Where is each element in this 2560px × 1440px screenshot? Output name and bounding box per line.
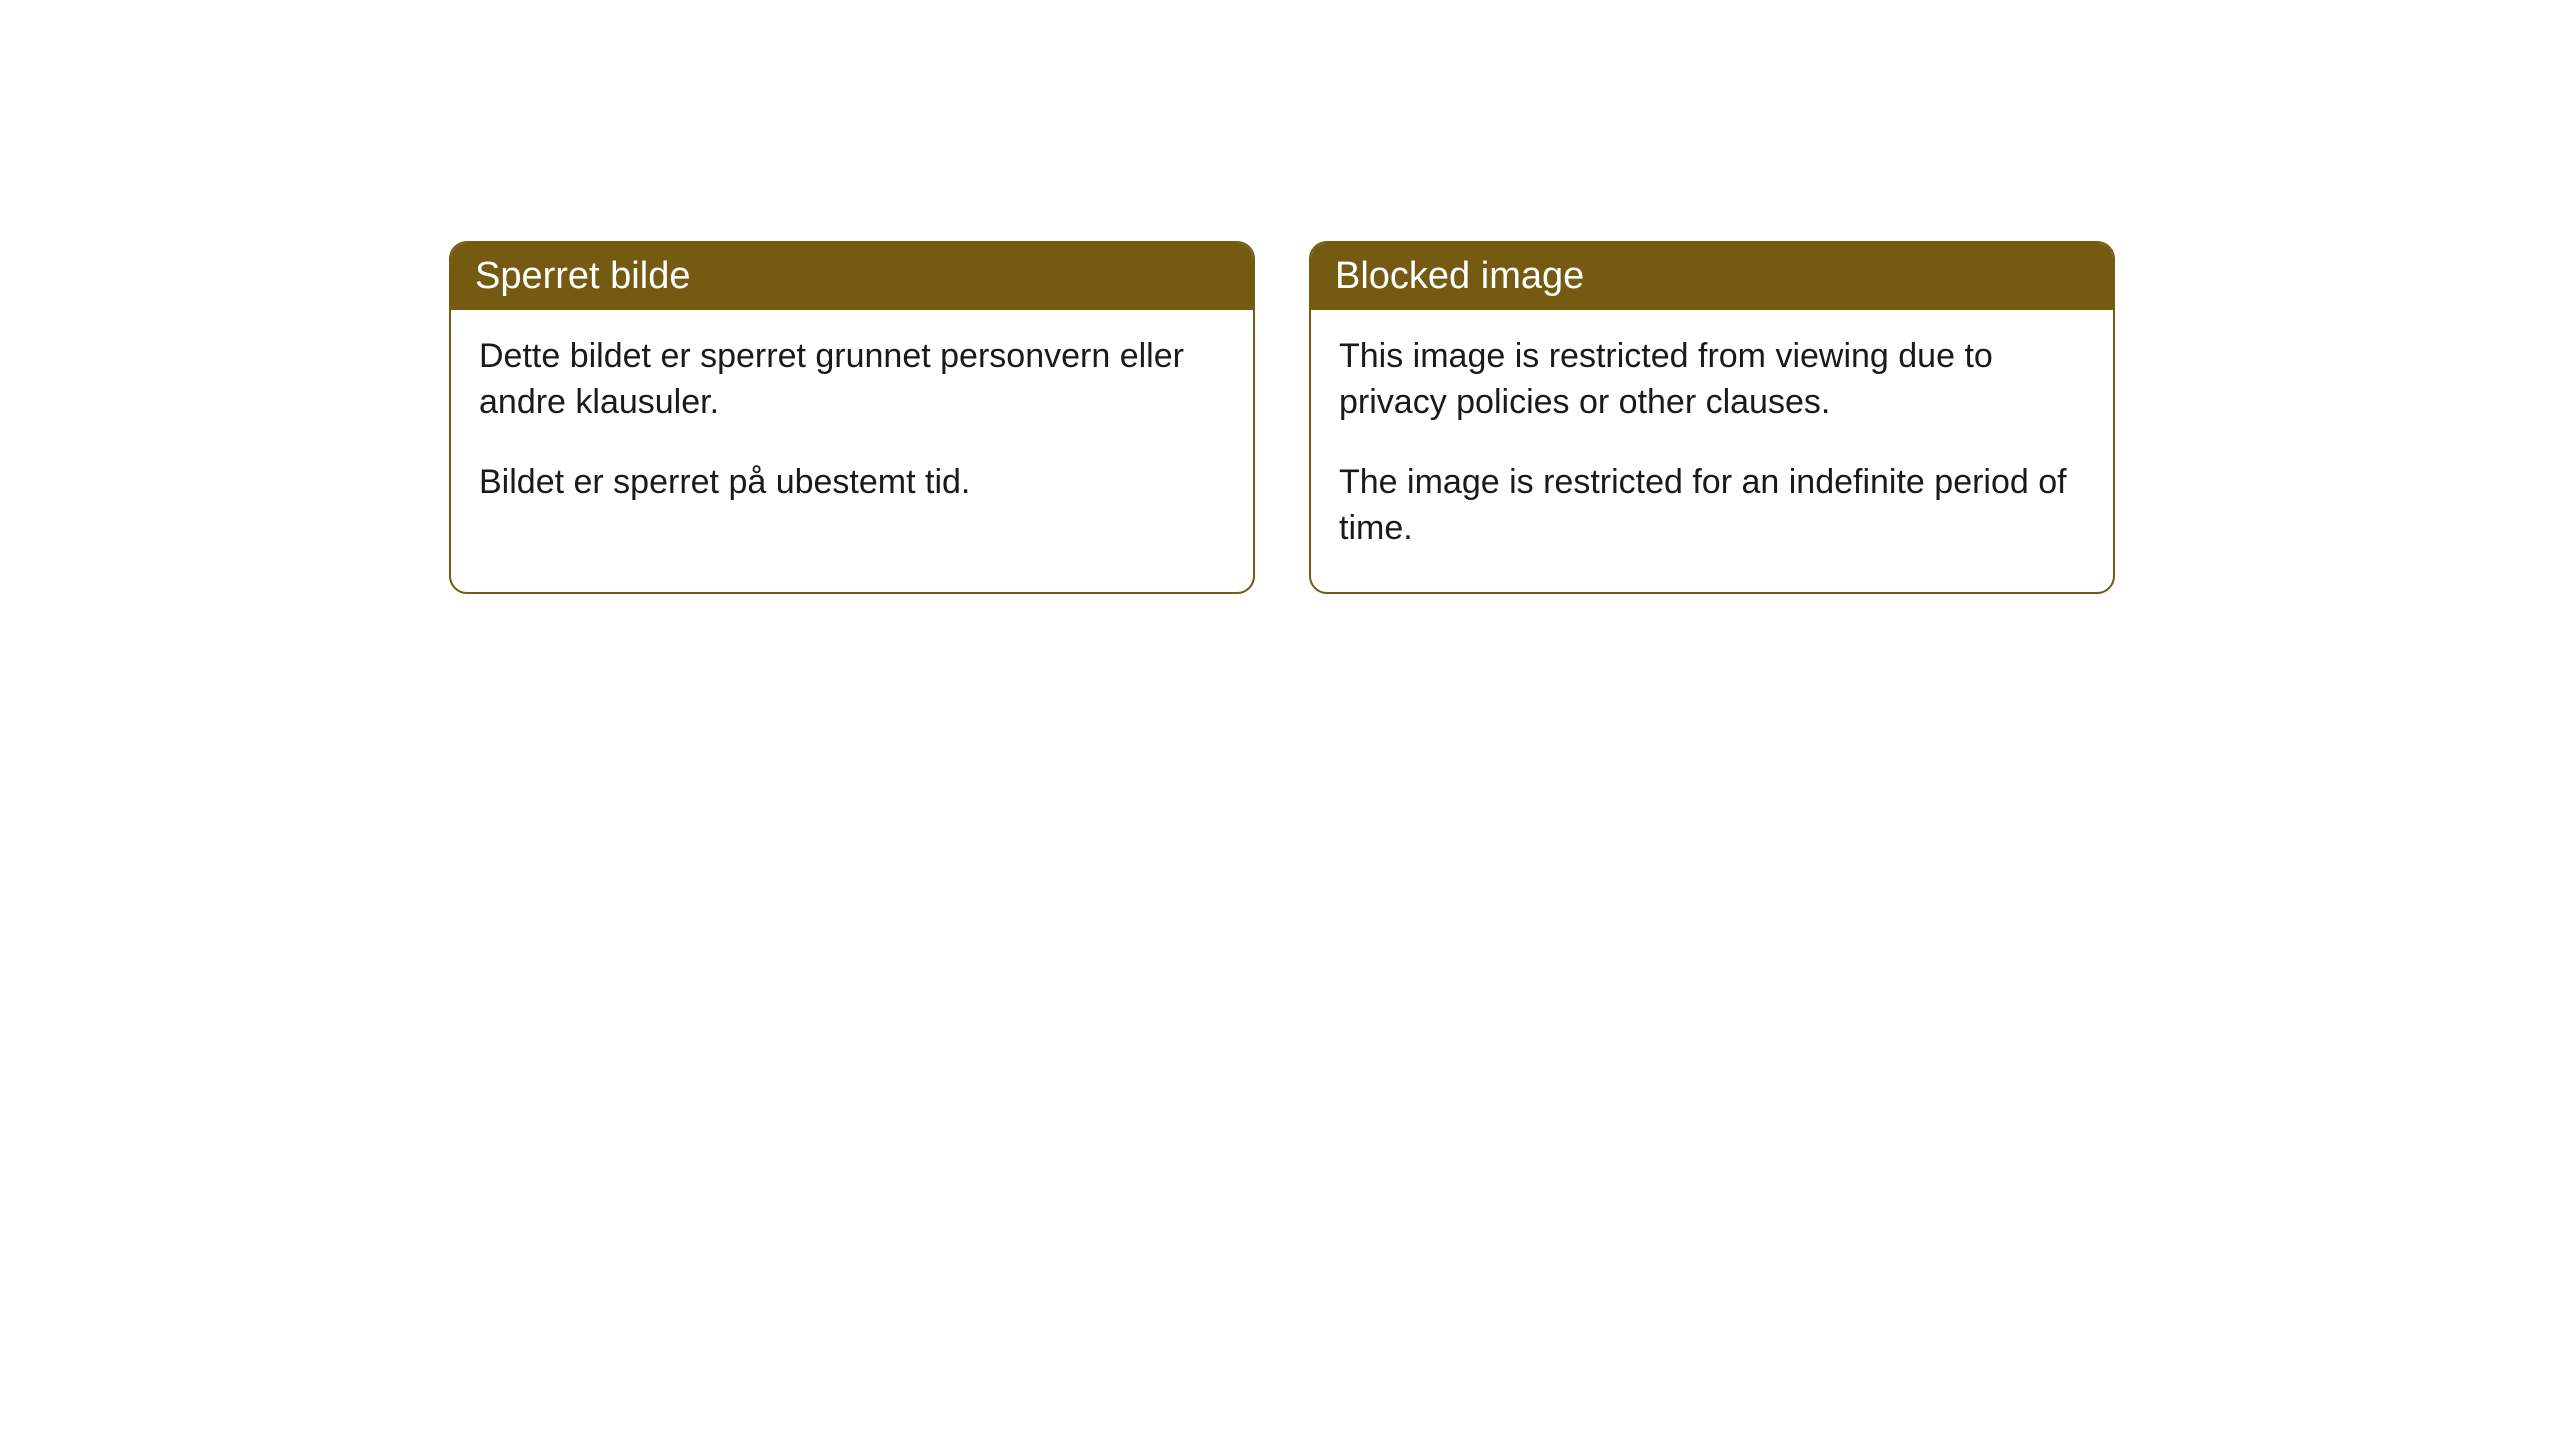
- card-paragraph: Bildet er sperret på ubestemt tid.: [479, 460, 1225, 506]
- card-header: Sperret bilde: [451, 243, 1253, 310]
- card-paragraph: This image is restricted from viewing du…: [1339, 334, 2085, 426]
- card-paragraph: Dette bildet er sperret grunnet personve…: [479, 334, 1225, 426]
- notice-cards-container: Sperret bilde Dette bildet er sperret gr…: [449, 241, 2560, 594]
- notice-card-norwegian: Sperret bilde Dette bildet er sperret gr…: [449, 241, 1255, 594]
- card-body: This image is restricted from viewing du…: [1311, 310, 2113, 592]
- card-body: Dette bildet er sperret grunnet personve…: [451, 310, 1253, 546]
- notice-card-english: Blocked image This image is restricted f…: [1309, 241, 2115, 594]
- card-header: Blocked image: [1311, 243, 2113, 310]
- card-paragraph: The image is restricted for an indefinit…: [1339, 460, 2085, 552]
